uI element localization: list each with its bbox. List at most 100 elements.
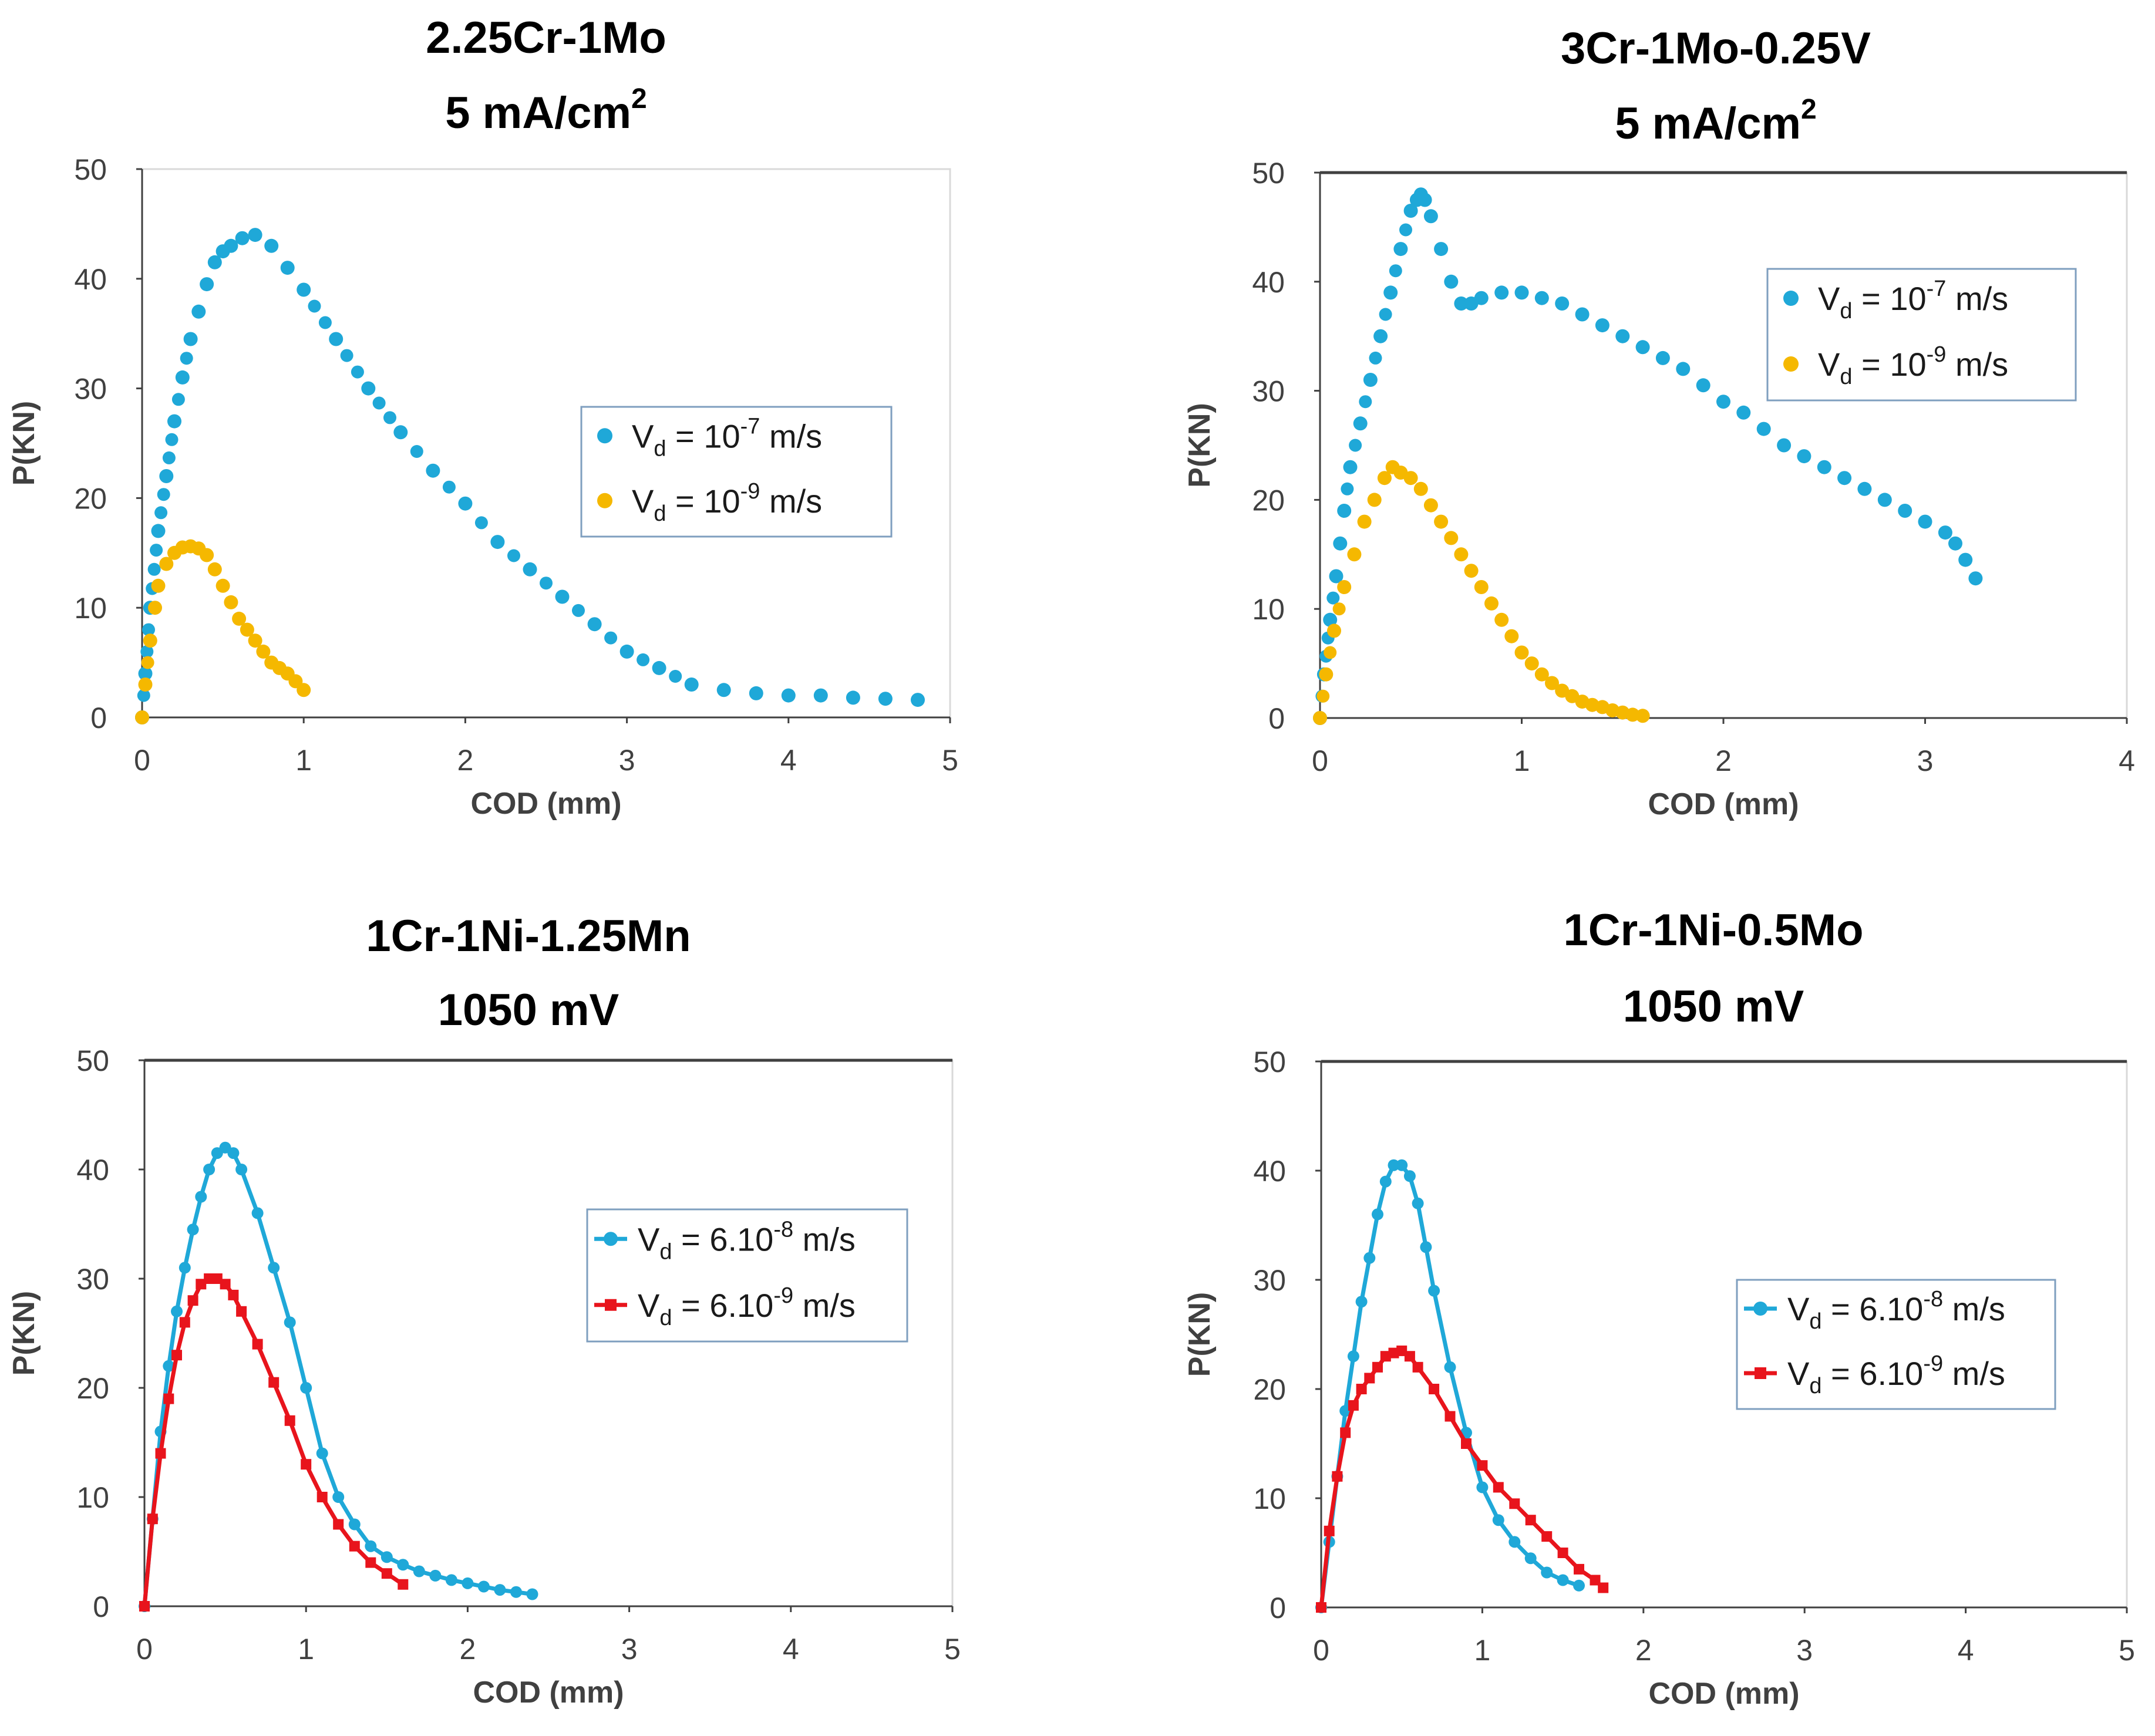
data-point-interp bbox=[1341, 482, 1354, 495]
data-point bbox=[1541, 1531, 1553, 1542]
chart-title: 1Cr-1Ni-1.25Mn bbox=[366, 911, 691, 961]
x-axis-label: COD (mm) bbox=[1648, 787, 1799, 821]
y-tick-label: 40 bbox=[76, 1154, 109, 1186]
series-line bbox=[142, 1145, 533, 1607]
data-point bbox=[1383, 285, 1398, 300]
x-tick-label: 0 bbox=[1312, 744, 1328, 777]
data-point bbox=[587, 617, 602, 632]
data-point bbox=[200, 277, 214, 292]
data-point-interp bbox=[137, 689, 150, 702]
legend-label: Vd = 6.10-9 m/s bbox=[638, 1283, 856, 1330]
data-point bbox=[1615, 329, 1630, 343]
legend-label: Vd = 6.10-8 m/s bbox=[1787, 1287, 2005, 1334]
data-point bbox=[195, 1191, 207, 1203]
data-point bbox=[1476, 1481, 1489, 1494]
x-tick-label: 5 bbox=[944, 1633, 961, 1666]
data-point bbox=[297, 282, 311, 297]
y-tick-label: 50 bbox=[1253, 1046, 1286, 1078]
data-point bbox=[1534, 291, 1549, 305]
data-point bbox=[316, 1492, 328, 1502]
data-point-interp bbox=[165, 433, 179, 446]
data-point bbox=[1444, 531, 1459, 545]
data-point bbox=[510, 1586, 522, 1598]
data-point-interp bbox=[1399, 223, 1412, 237]
data-point bbox=[1337, 504, 1352, 518]
x-tick-label: 3 bbox=[1796, 1634, 1813, 1667]
legend-label-part: = 10 bbox=[1853, 346, 1927, 383]
legend-label-part: V bbox=[1787, 1290, 1810, 1327]
data-point bbox=[426, 463, 440, 478]
data-point bbox=[1329, 569, 1343, 584]
data-point bbox=[333, 1519, 344, 1530]
y-tick-label: 40 bbox=[74, 263, 107, 296]
data-point-interp bbox=[150, 544, 163, 557]
data-point bbox=[1494, 612, 1509, 627]
data-point bbox=[215, 578, 230, 593]
legend-label-exponent: -7 bbox=[740, 414, 760, 439]
data-point bbox=[1573, 1579, 1585, 1592]
data-point-interp bbox=[410, 445, 423, 458]
series-2 bbox=[139, 1273, 409, 1612]
legend-label-part: V bbox=[1818, 346, 1840, 383]
data-point bbox=[1372, 1361, 1383, 1373]
chart-panel-4: 1Cr-1Ni-0.5Mo 1050 mV 0 10 20 30 40 50 0 1 2 3 4 5 COD… bbox=[1183, 905, 2135, 1711]
legend-label-exponent: -9 bbox=[740, 479, 760, 504]
legend-box bbox=[586, 1208, 908, 1343]
data-point bbox=[1403, 471, 1418, 486]
data-point bbox=[1379, 1175, 1392, 1188]
data-point bbox=[1428, 1285, 1440, 1297]
data-point bbox=[256, 644, 271, 659]
legend: Vd = 6.10-8 m/sVd = 6.10-9 m/s bbox=[1736, 1279, 2056, 1410]
data-point bbox=[155, 1448, 166, 1459]
data-point bbox=[329, 332, 344, 346]
data-point bbox=[1756, 422, 1771, 436]
data-point bbox=[1508, 1536, 1521, 1548]
x-tick-label: 3 bbox=[1917, 744, 1934, 777]
data-point bbox=[1817, 460, 1831, 474]
data-point bbox=[203, 1164, 215, 1175]
data-point bbox=[163, 1393, 174, 1404]
y-tick-label: 30 bbox=[76, 1263, 109, 1296]
data-point-interp bbox=[1326, 591, 1340, 605]
y-tick-label: 20 bbox=[76, 1372, 109, 1405]
data-point bbox=[1340, 1427, 1351, 1438]
data-point bbox=[348, 1518, 361, 1531]
data-point bbox=[361, 381, 376, 396]
legend-label-part: = 6.10 bbox=[1822, 1290, 1924, 1327]
data-point bbox=[1474, 580, 1489, 594]
series-1 bbox=[1315, 1159, 1585, 1613]
data-point-interp bbox=[147, 562, 161, 576]
data-point-interp bbox=[474, 516, 488, 530]
legend-label-part: V bbox=[638, 1287, 660, 1324]
legend-label: Vd = 6.10-8 m/s bbox=[638, 1217, 856, 1264]
legend-label-exponent: -7 bbox=[1927, 277, 1947, 301]
data-point bbox=[1938, 525, 1952, 540]
y-tick-label: 20 bbox=[1253, 1373, 1286, 1406]
y-axis-label: P(KN) bbox=[1183, 403, 1217, 487]
data-point bbox=[1898, 504, 1912, 518]
data-point bbox=[1575, 307, 1590, 322]
x-tick-label: 1 bbox=[1474, 1634, 1490, 1667]
data-point bbox=[1363, 1252, 1376, 1264]
legend-label-subscript: d bbox=[1840, 299, 1852, 323]
data-point bbox=[1333, 536, 1348, 551]
legend-label-part: m/s bbox=[1946, 346, 2008, 383]
data-point bbox=[398, 1579, 409, 1590]
data-point-interp bbox=[507, 549, 520, 562]
data-point bbox=[555, 589, 570, 604]
data-point bbox=[297, 683, 311, 697]
data-point bbox=[316, 1447, 328, 1459]
data-point-interp bbox=[637, 653, 650, 666]
data-point-interp bbox=[540, 577, 553, 590]
data-point-interp bbox=[1389, 264, 1402, 278]
data-point bbox=[1363, 373, 1378, 387]
data-point bbox=[1367, 493, 1382, 507]
data-point bbox=[526, 1588, 538, 1600]
data-point bbox=[224, 238, 238, 253]
data-point bbox=[175, 370, 190, 385]
legend-label-exponent: -9 bbox=[1923, 1351, 1943, 1376]
data-point bbox=[445, 1574, 457, 1586]
data-point bbox=[781, 688, 796, 703]
data-point bbox=[1474, 291, 1489, 305]
series-1 bbox=[135, 228, 925, 724]
